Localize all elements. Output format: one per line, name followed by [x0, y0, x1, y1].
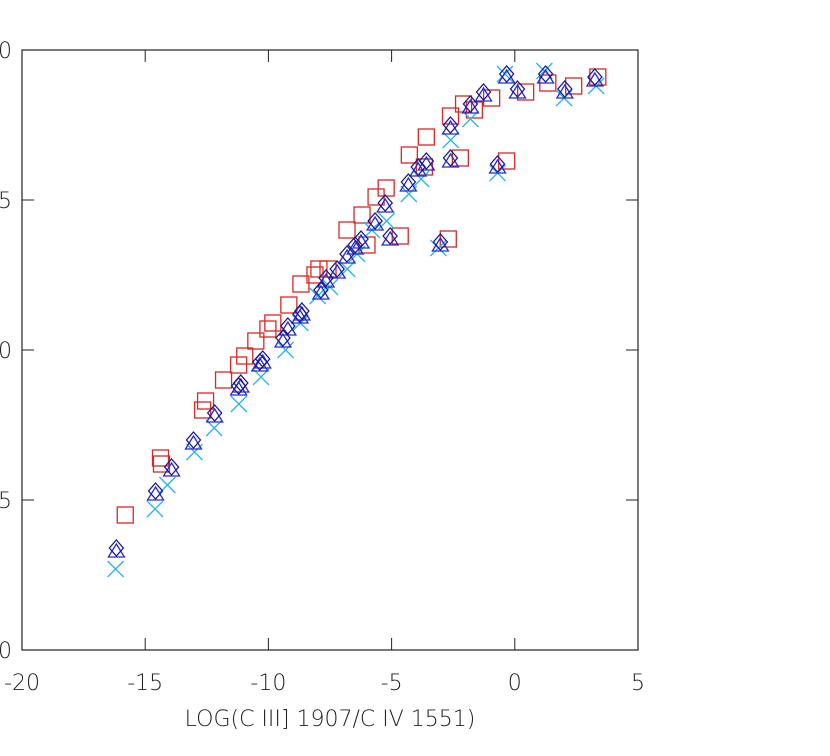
point — [280, 296, 298, 314]
point — [259, 320, 277, 338]
point — [537, 65, 554, 83]
point — [377, 179, 395, 197]
point — [391, 227, 409, 245]
point — [382, 227, 398, 245]
point — [277, 341, 295, 359]
y-tick-label: 1.0 — [0, 339, 12, 364]
point — [151, 449, 170, 467]
x-tick-label: -20 — [4, 671, 40, 696]
point — [108, 539, 125, 557]
point — [339, 245, 355, 263]
point — [353, 230, 369, 248]
point — [498, 65, 515, 83]
point — [412, 170, 430, 188]
y-tick-label: 0.0 — [0, 639, 12, 664]
point — [107, 560, 125, 578]
point — [313, 281, 329, 299]
point — [232, 374, 249, 392]
point — [451, 149, 469, 167]
point — [152, 455, 171, 473]
point — [556, 80, 573, 98]
point — [441, 107, 460, 125]
point — [338, 260, 356, 278]
point — [318, 269, 334, 287]
point — [367, 188, 385, 206]
point — [489, 155, 506, 173]
point — [214, 371, 233, 389]
x-tick-label: -10 — [250, 671, 286, 696]
point — [565, 77, 583, 95]
point — [294, 302, 310, 320]
point — [185, 431, 202, 449]
point — [254, 350, 271, 368]
point — [229, 356, 248, 374]
point — [275, 329, 291, 347]
point — [516, 83, 535, 101]
point — [147, 482, 164, 500]
point — [461, 110, 479, 128]
point — [417, 128, 435, 146]
x-tick-label: -5 — [381, 671, 403, 696]
point — [247, 332, 265, 350]
x-tick-label: 5 — [631, 671, 645, 696]
point — [230, 395, 248, 413]
x-tick-label: 0 — [508, 671, 522, 696]
point — [367, 212, 383, 230]
point — [509, 80, 526, 98]
point — [338, 221, 356, 239]
point — [400, 173, 417, 191]
point — [306, 266, 324, 284]
y-tick-label: 1.5 — [0, 189, 12, 214]
point — [329, 260, 346, 278]
x-tick-label: -15 — [127, 671, 163, 696]
point — [163, 458, 180, 476]
point — [400, 146, 418, 164]
point — [146, 500, 164, 518]
point — [475, 83, 492, 101]
point — [264, 314, 282, 332]
point — [442, 116, 459, 134]
point — [205, 419, 223, 437]
y-tick-label: 0.5 — [0, 489, 12, 514]
plot-frame — [21, 49, 639, 651]
point — [116, 506, 134, 524]
point — [353, 206, 371, 224]
point — [252, 368, 270, 386]
point — [251, 353, 268, 371]
point — [196, 392, 215, 410]
point — [377, 194, 394, 212]
point — [310, 260, 328, 278]
point — [442, 149, 459, 167]
y-tick-label: 2.0 — [0, 39, 12, 64]
point — [462, 95, 479, 113]
point — [587, 68, 603, 86]
point — [482, 89, 501, 107]
point — [292, 275, 310, 293]
point — [442, 131, 460, 149]
x-axis-label: LOG(C III] 1907/C IV 1551) — [185, 707, 476, 732]
point — [465, 101, 484, 119]
point — [432, 233, 449, 251]
point — [347, 236, 363, 254]
point — [206, 404, 223, 422]
point — [236, 347, 254, 365]
point — [280, 317, 296, 335]
point — [418, 152, 435, 170]
